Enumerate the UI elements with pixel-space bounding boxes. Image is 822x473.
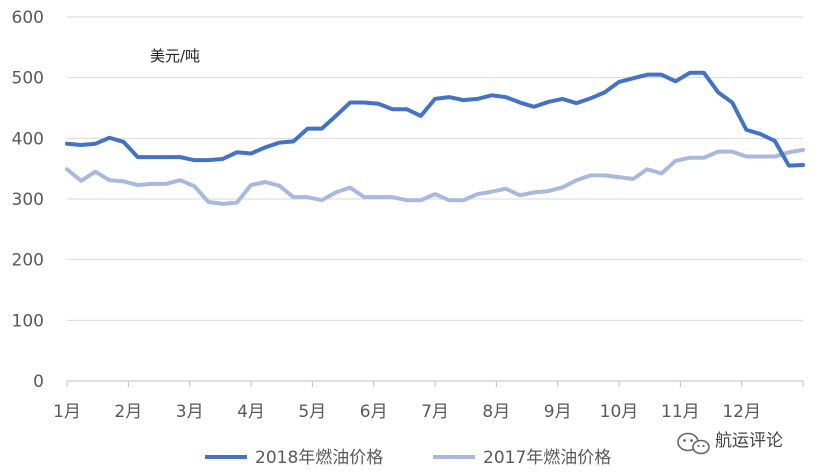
series-lines bbox=[65, 70, 805, 206]
x-tick-label: 11月 bbox=[661, 402, 700, 422]
y-tick-label: 100 bbox=[12, 311, 44, 331]
y-tick-label: 200 bbox=[12, 251, 44, 271]
watermark-text: 航运评论 bbox=[715, 431, 783, 451]
y-tick-label: 600 bbox=[12, 8, 44, 28]
watermark: 航运评论 bbox=[677, 431, 783, 455]
x-tick-label: 5月 bbox=[298, 402, 326, 422]
x-tick-label: 3月 bbox=[176, 402, 204, 422]
series-line-0 bbox=[65, 70, 805, 168]
legend: 2018年燃油价格 2017年燃油价格 bbox=[205, 448, 611, 468]
x-tick-label: 6月 bbox=[360, 402, 388, 422]
series-line-1 bbox=[65, 147, 805, 206]
x-tick-label: 8月 bbox=[482, 402, 510, 422]
y-tick-label: 400 bbox=[12, 129, 44, 149]
x-tick-label: 1月 bbox=[53, 402, 81, 422]
y-tick-label: 300 bbox=[12, 190, 44, 210]
legend-label-0: 2018年燃油价格 bbox=[255, 448, 383, 468]
gridlines bbox=[67, 16, 803, 321]
x-tick-label: 9月 bbox=[544, 402, 572, 422]
y-tick-label: 500 bbox=[12, 69, 44, 89]
x-tick-label: 4月 bbox=[237, 402, 265, 422]
legend-label-1: 2017年燃油价格 bbox=[483, 448, 611, 468]
unit-label: 美元/吨 bbox=[150, 47, 200, 65]
y-tick-label: 0 bbox=[33, 372, 44, 392]
x-axis: 1月 2月 3月 4月 5月 6月 7月 8月 9月 10月 11月 12月 bbox=[53, 380, 804, 422]
x-tick-label: 10月 bbox=[600, 402, 639, 422]
x-tick-label: 2月 bbox=[114, 402, 142, 422]
wechat-icon bbox=[677, 432, 710, 455]
x-tick-label: 12月 bbox=[722, 402, 761, 422]
x-tick-label: 7月 bbox=[421, 402, 449, 422]
y-axis: 0 100 200 300 400 500 600 bbox=[12, 8, 44, 392]
